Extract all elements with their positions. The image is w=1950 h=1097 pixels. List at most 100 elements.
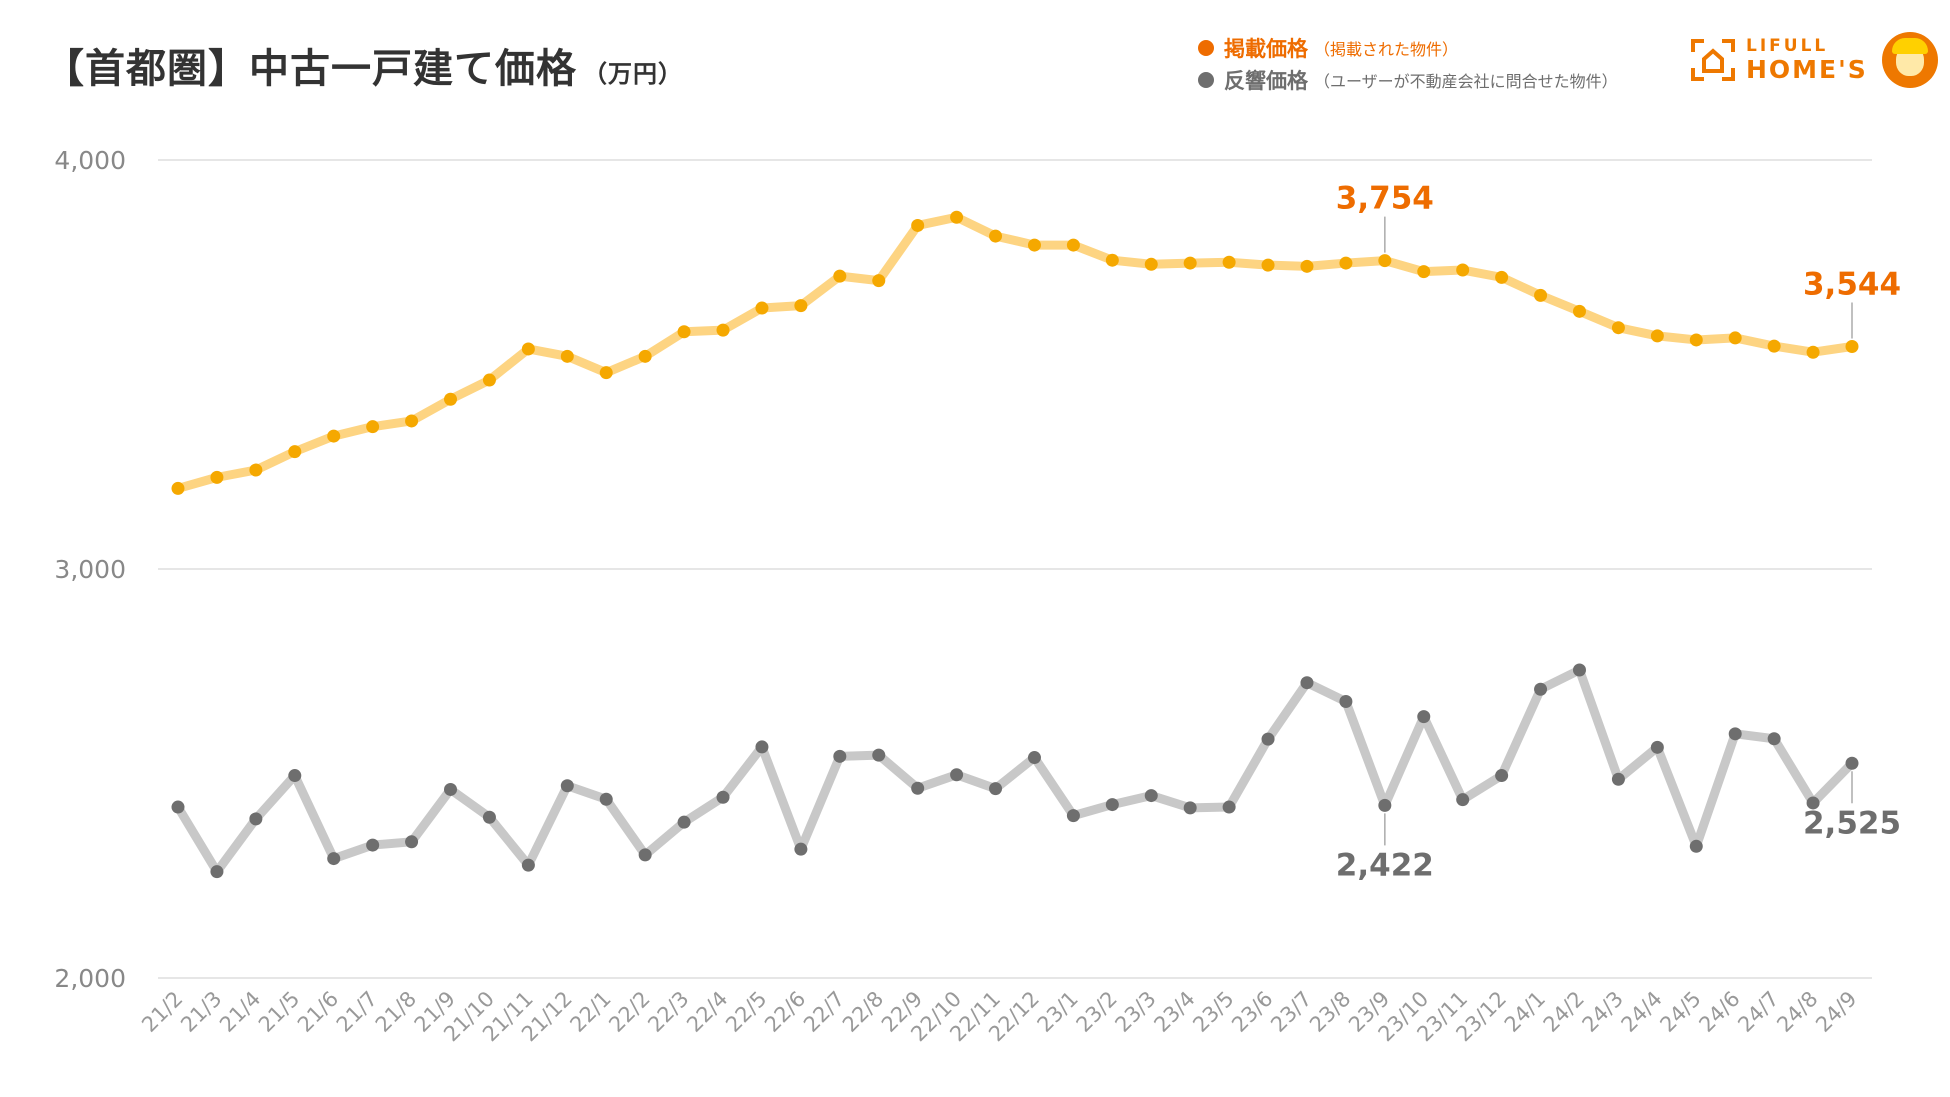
series-group	[171, 210, 1859, 879]
series-inquiry	[171, 663, 1859, 879]
data-point	[1144, 257, 1158, 271]
data-point	[1417, 265, 1431, 279]
logo-line2: HOME'S	[1746, 55, 1868, 84]
series-line	[173, 665, 1857, 877]
data-point	[1066, 238, 1080, 252]
data-point	[1066, 809, 1080, 823]
y-tick-label: 2,000	[54, 964, 126, 993]
data-point	[1689, 839, 1703, 853]
data-point	[366, 838, 380, 852]
data-point	[911, 781, 925, 795]
legend-name-listing: 掲載価格	[1224, 37, 1308, 61]
y-tick-label: 4,000	[54, 146, 126, 175]
data-point	[560, 349, 574, 363]
data-point	[989, 229, 1003, 243]
data-point	[1261, 732, 1275, 746]
data-point	[1144, 789, 1158, 803]
data-point	[1378, 254, 1392, 268]
x-tick-label: 24/3	[1578, 987, 1628, 1037]
data-point	[950, 768, 964, 782]
data-point	[1845, 756, 1859, 770]
x-tick-label: 21/8	[371, 987, 421, 1037]
x-tick-label: 24/2	[1539, 987, 1589, 1037]
data-point	[249, 812, 263, 826]
data-point	[405, 835, 419, 849]
data-point	[1650, 740, 1664, 754]
data-point	[1806, 796, 1820, 810]
grid-lines	[158, 159, 1872, 979]
x-tick-label: 23/6	[1227, 987, 1277, 1037]
series-listing	[171, 210, 1859, 495]
data-point	[1105, 253, 1119, 267]
data-point	[1611, 321, 1625, 335]
data-point	[1417, 710, 1431, 724]
data-point	[638, 349, 652, 363]
legend-note-inquiry: （ユーザーが不動産会社に問合せた物件）	[1314, 72, 1618, 91]
data-point	[171, 481, 185, 495]
x-tick-label: 23/5	[1188, 987, 1238, 1037]
data-point	[1806, 345, 1820, 359]
series-line	[173, 212, 1857, 493]
data-point	[327, 429, 341, 443]
data-point	[794, 842, 808, 856]
data-point	[405, 414, 419, 428]
data-point	[1611, 772, 1625, 786]
x-tick-label: 23/1	[1033, 987, 1083, 1037]
data-point	[1767, 732, 1781, 746]
data-point	[1339, 695, 1353, 709]
data-point	[444, 782, 458, 796]
legend-item-listing: 掲載価格 （掲載された物件）	[1198, 32, 1618, 64]
data-point	[1534, 682, 1548, 696]
x-tick-label: 23/3	[1110, 987, 1160, 1037]
data-point	[833, 269, 847, 283]
y-axis-ticks: 2,000 3,000 4,000	[54, 146, 126, 993]
legend-note-listing: （掲載された物件）	[1314, 40, 1459, 59]
house-frame-icon	[1691, 39, 1735, 81]
data-point	[950, 210, 964, 224]
data-point	[1183, 801, 1197, 815]
data-point	[794, 299, 808, 313]
data-point	[288, 445, 302, 459]
title-unit: （万円）	[583, 60, 683, 88]
x-tick-label: 21/5	[254, 987, 304, 1037]
data-point	[1572, 304, 1586, 318]
data-point	[872, 274, 886, 288]
x-axis-ticks: 21/221/321/421/521/621/721/821/921/1021/…	[137, 987, 1861, 1047]
data-point	[638, 848, 652, 862]
data-point	[1300, 259, 1314, 273]
x-tick-label: 23/2	[1072, 987, 1122, 1037]
data-point	[872, 748, 886, 762]
x-tick-label: 22/7	[799, 987, 849, 1037]
x-tick-label: 22/3	[643, 987, 693, 1037]
data-point	[482, 373, 496, 387]
data-point	[560, 779, 574, 793]
data-point	[989, 782, 1003, 796]
data-point	[288, 769, 302, 783]
data-point	[911, 218, 925, 232]
data-point	[1728, 727, 1742, 741]
data-point	[171, 800, 185, 814]
legend-item-inquiry: 反響価格 （ユーザーが不動産会社に問合せた物件）	[1198, 64, 1618, 96]
data-point	[1728, 331, 1742, 345]
data-point	[1222, 255, 1236, 269]
legend-dot-listing	[1198, 40, 1214, 56]
x-tick-label: 22/8	[838, 987, 888, 1037]
logo-line1: LIFULL	[1746, 36, 1829, 56]
x-tick-label: 22/4	[682, 987, 732, 1037]
x-tick-label: 21/7	[332, 987, 382, 1037]
data-point	[210, 865, 224, 879]
data-point	[1572, 663, 1586, 677]
data-point	[1105, 798, 1119, 812]
data-label: 2,525	[1803, 805, 1901, 841]
data-point	[521, 858, 535, 872]
data-point	[1456, 793, 1470, 807]
data-point	[1300, 676, 1314, 690]
data-point	[716, 790, 730, 804]
x-tick-label: 21/2	[137, 987, 187, 1037]
data-point	[1378, 798, 1392, 812]
title-text: 【首都圏】中古一戸建て価格	[44, 46, 577, 92]
data-point	[444, 392, 458, 406]
legend-dot-inquiry	[1198, 72, 1214, 88]
x-tick-label: 24/6	[1694, 987, 1744, 1037]
